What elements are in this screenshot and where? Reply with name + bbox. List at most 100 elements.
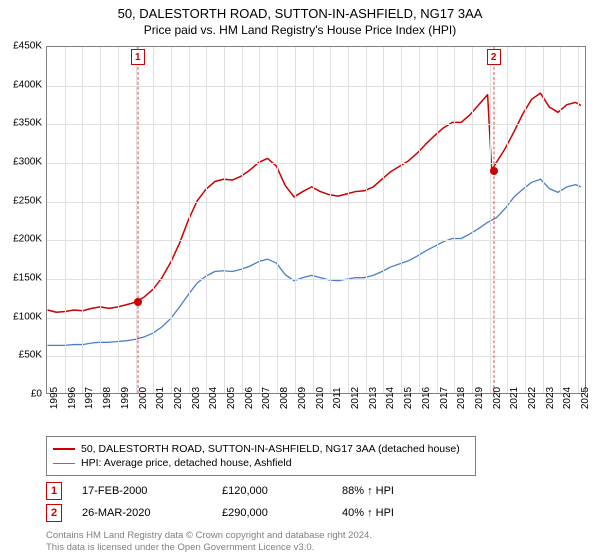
x-tick-label: 2003 <box>191 387 202 409</box>
marker-flag-1: 1 <box>131 49 145 65</box>
x-tick-label: 1996 <box>67 387 78 409</box>
gridline-v <box>224 47 225 393</box>
marker-vline-2 <box>493 47 494 393</box>
gridline-v <box>65 47 66 393</box>
gridline-v <box>366 47 367 393</box>
gridline-v <box>419 47 420 393</box>
line-series-svg <box>47 47 585 393</box>
marker-dot-1 <box>134 298 142 306</box>
marker-pct-vs-hpi: 88% ↑ HPI <box>342 485 462 497</box>
x-tick-label: 2012 <box>350 387 361 409</box>
gridline-v <box>454 47 455 393</box>
x-tick-label: 2007 <box>261 387 272 409</box>
gridline-v <box>242 47 243 393</box>
y-tick-label: £0 <box>31 389 42 400</box>
gridline-h <box>47 279 585 280</box>
x-tick-label: 2002 <box>173 387 184 409</box>
gridline-v <box>277 47 278 393</box>
x-tick-label: 1999 <box>120 387 131 409</box>
x-tick-label: 2013 <box>368 387 379 409</box>
y-tick-label: £150K <box>13 273 42 284</box>
x-tick-label: 2001 <box>155 387 166 409</box>
y-tick-label: £100K <box>13 311 42 322</box>
gridline-v <box>578 47 579 393</box>
marker-date: 26-MAR-2020 <box>82 507 222 519</box>
gridline-v <box>472 47 473 393</box>
marker-index-box: 2 <box>46 504 62 522</box>
gridline-v <box>313 47 314 393</box>
x-tick-label: 2016 <box>421 387 432 409</box>
gridline-v <box>348 47 349 393</box>
legend-label: HPI: Average price, detached house, Ashf… <box>81 457 292 469</box>
y-axis: £0£50K£100K£150K£200K£250K£300K£350K£400… <box>0 46 46 394</box>
gridline-h <box>47 240 585 241</box>
gridline-v <box>383 47 384 393</box>
gridline-v <box>507 47 508 393</box>
gridline-v <box>82 47 83 393</box>
gridline-h <box>47 163 585 164</box>
marker-pct-vs-hpi: 40% ↑ HPI <box>342 507 462 519</box>
gridline-v <box>490 47 491 393</box>
footer-line2: This data is licensed under the Open Gov… <box>46 542 372 554</box>
marker-price: £120,000 <box>222 485 342 497</box>
gridline-h <box>47 86 585 87</box>
marker-price: £290,000 <box>222 507 342 519</box>
marker-table: 1 17-FEB-2000£120,00088% ↑ HPI 2 26-MAR-202… <box>46 478 462 526</box>
title-address: 50, DALESTORTH ROAD, SUTTON-IN-ASHFIELD,… <box>0 6 600 21</box>
gridline-h <box>47 356 585 357</box>
marker-vline-1 <box>137 47 138 393</box>
gridline-v <box>206 47 207 393</box>
x-axis: 1995199619971998199920002001200220032004… <box>46 394 586 438</box>
plot-area: 12 <box>46 46 586 394</box>
x-tick-label: 2014 <box>385 387 396 409</box>
x-tick-label: 2015 <box>403 387 414 409</box>
gridline-v <box>525 47 526 393</box>
x-tick-label: 2009 <box>297 387 308 409</box>
y-tick-label: £50K <box>19 350 42 361</box>
x-tick-label: 2008 <box>279 387 290 409</box>
x-tick-label: 2019 <box>474 387 485 409</box>
x-tick-label: 2022 <box>527 387 538 409</box>
x-tick-label: 2024 <box>562 387 573 409</box>
gridline-v <box>100 47 101 393</box>
series-hpi <box>48 179 581 345</box>
gridline-v <box>330 47 331 393</box>
x-tick-label: 2021 <box>509 387 520 409</box>
title-block: 50, DALESTORTH ROAD, SUTTON-IN-ASHFIELD,… <box>0 0 600 41</box>
marker-date: 17-FEB-2000 <box>82 485 222 497</box>
x-tick-label: 1998 <box>102 387 113 409</box>
marker-dot-2 <box>490 167 498 175</box>
gridline-v <box>543 47 544 393</box>
x-tick-label: 2023 <box>545 387 556 409</box>
gridline-v <box>437 47 438 393</box>
title-subtitle: Price paid vs. HM Land Registry's House … <box>0 23 600 37</box>
y-tick-label: £250K <box>13 195 42 206</box>
x-tick-label: 2006 <box>244 387 255 409</box>
legend-row: HPI: Average price, detached house, Ashf… <box>53 457 469 469</box>
gridline-h <box>47 124 585 125</box>
x-tick-label: 2000 <box>138 387 149 409</box>
gridline-h <box>47 318 585 319</box>
gridline-v <box>189 47 190 393</box>
legend-label: 50, DALESTORTH ROAD, SUTTON-IN-ASHFIELD,… <box>81 443 460 455</box>
x-tick-label: 2018 <box>456 387 467 409</box>
gridline-h <box>47 202 585 203</box>
chart-container: 50, DALESTORTH ROAD, SUTTON-IN-ASHFIELD,… <box>0 0 600 560</box>
x-tick-label: 1997 <box>84 387 95 409</box>
gridline-v <box>295 47 296 393</box>
marker-row-2: 2 26-MAR-2020£290,00040% ↑ HPI <box>46 504 462 522</box>
footer-attribution: Contains HM Land Registry data © Crown c… <box>46 530 372 554</box>
gridline-v <box>118 47 119 393</box>
legend-row: 50, DALESTORTH ROAD, SUTTON-IN-ASHFIELD,… <box>53 443 469 455</box>
y-tick-label: £200K <box>13 234 42 245</box>
marker-index-box: 1 <box>46 482 62 500</box>
gridline-v <box>401 47 402 393</box>
x-tick-label: 2025 <box>580 387 591 409</box>
y-tick-label: £400K <box>13 79 42 90</box>
gridline-v <box>171 47 172 393</box>
legend-swatch <box>53 463 75 464</box>
marker-flag-2: 2 <box>487 49 501 65</box>
gridline-v <box>153 47 154 393</box>
x-tick-label: 2020 <box>492 387 503 409</box>
x-tick-label: 2004 <box>208 387 219 409</box>
